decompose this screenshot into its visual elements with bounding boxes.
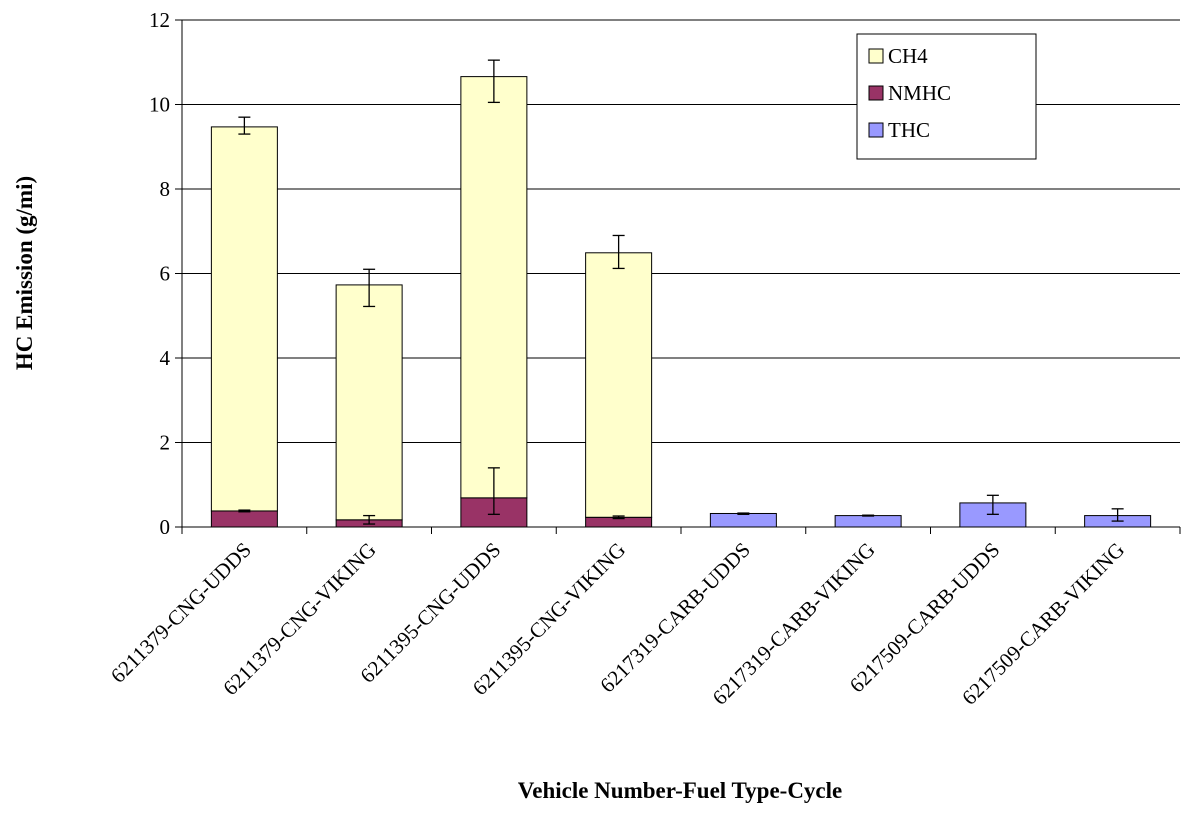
bar-thc bbox=[834, 515, 902, 528]
y-axis-label: HC Emission (g/mi) bbox=[12, 176, 37, 370]
legend-swatch-thc bbox=[868, 122, 884, 138]
y-tick-label: 8 bbox=[160, 177, 171, 201]
bar-thc bbox=[709, 512, 777, 528]
y-tick-label: 0 bbox=[160, 515, 171, 539]
x-axis-label: Vehicle Number-Fuel Type-Cycle bbox=[517, 778, 843, 803]
legend-box bbox=[856, 33, 1037, 160]
legend-label-nmhc: NMHC bbox=[888, 81, 951, 105]
axes bbox=[175, 19, 1181, 534]
legend-label-thc: THC bbox=[888, 118, 930, 142]
legend: CH4 NMHC THC bbox=[856, 33, 1037, 160]
y-tick-label: 12 bbox=[149, 8, 170, 32]
y-tick-label: 2 bbox=[160, 431, 171, 455]
y-tick-label: 10 bbox=[149, 93, 170, 117]
y-tick-label: 6 bbox=[160, 262, 171, 286]
bar-ch4 bbox=[585, 252, 653, 518]
x-tick-label: 6211379-CNG-UDDS bbox=[106, 538, 256, 688]
bar-ch4 bbox=[460, 76, 528, 499]
y-tick-label: 4 bbox=[160, 346, 171, 370]
bars bbox=[210, 76, 1152, 528]
bar-ch4 bbox=[210, 126, 278, 512]
error-bars bbox=[238, 59, 1124, 525]
x-tick-label: 6211395-CNG-UDDS bbox=[355, 538, 505, 688]
bar-ch4 bbox=[335, 284, 403, 521]
legend-swatch-nmhc bbox=[868, 85, 884, 101]
legend-swatch-ch4 bbox=[868, 48, 884, 64]
bar-nmhc bbox=[210, 510, 278, 528]
legend-label-ch4: CH4 bbox=[888, 44, 928, 68]
